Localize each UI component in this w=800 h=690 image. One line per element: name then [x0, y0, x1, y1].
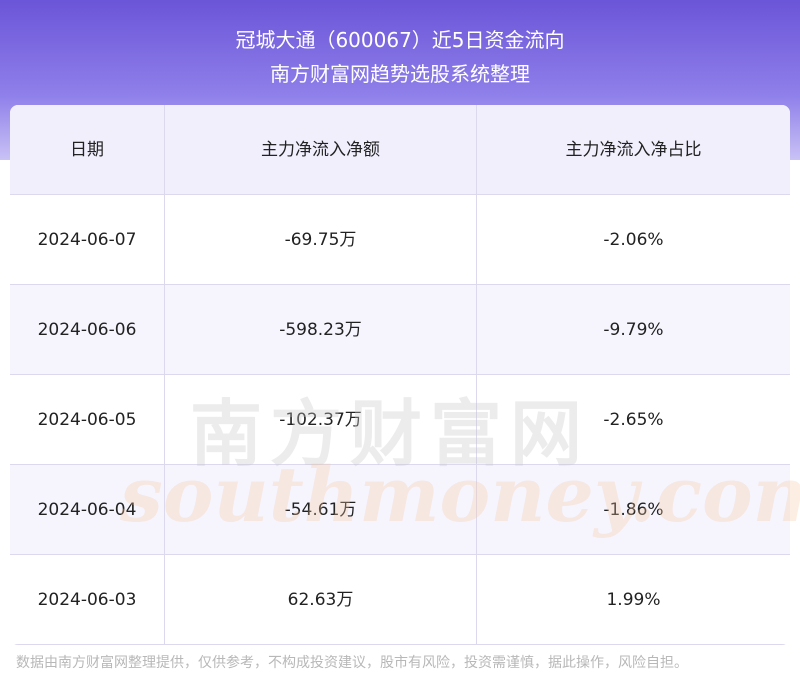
- column-header: 主力净流入净额: [165, 105, 477, 195]
- table-cell: -102.37万: [165, 375, 477, 465]
- table-cell: 2024-06-04: [10, 465, 165, 555]
- table-cell: -2.65%: [603, 410, 664, 430]
- title: 冠城大通（600067）近5日资金流向: [235, 28, 565, 52]
- table: 日期 主力净流入净额 主力净流入净占比 2024-06-07 -69.75万 -2.06%…: [10, 105, 790, 645]
- table-cell: 2024-06-06: [10, 285, 165, 375]
- table-row: 2024-06-04 -54.61万 -1.86%: [10, 465, 790, 555]
- table-cell: 2024-06-03: [10, 555, 165, 645]
- table-row: 2024-06-06 -598.23万 -9.79%: [10, 285, 790, 375]
- table-cell: -69.75万: [165, 195, 477, 285]
- table-row: 2024-06-07 -69.75万 -2.06%: [10, 195, 790, 285]
- header-row: 日期 主力净流入净额 主力净流入净占比: [10, 105, 790, 195]
- column-header: 日期: [10, 105, 165, 195]
- table-cell: 2024-06-05: [10, 375, 165, 465]
- column-header: 主力净流入净占比: [565, 140, 702, 160]
- table-cell: -1.86%: [603, 500, 664, 520]
- table-cell: -2.06%: [603, 230, 664, 250]
- subtitle: 南方财富网趋势选股系统整理: [270, 62, 530, 86]
- footer: 数据由南方财富网整理提供，仅供参考，不构成投资建议，股市有风险，投资需谨慎，据此…: [16, 655, 688, 671]
- table-row: 2024-06-03 62.63万 1.99%: [10, 555, 790, 645]
- table-cell: -598.23万: [165, 285, 477, 375]
- table-cell: 2024-06-07: [10, 195, 165, 285]
- table-cell: 1.99%: [606, 590, 661, 610]
- table-cell: 62.63万: [165, 555, 477, 645]
- table-row: 2024-06-05 -102.37万 -2.65%: [10, 375, 790, 465]
- table-cell: -9.79%: [603, 320, 664, 340]
- table-cell: -54.61万: [165, 465, 477, 555]
